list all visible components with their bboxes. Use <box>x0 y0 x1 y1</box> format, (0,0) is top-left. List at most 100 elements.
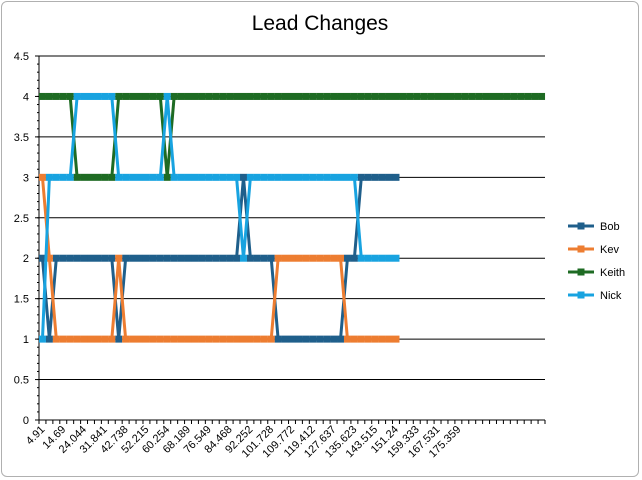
series-kev <box>38 173 400 343</box>
data-point <box>316 335 324 343</box>
data-point <box>288 254 296 262</box>
legend-item-kev: Kev <box>568 244 619 256</box>
data-point <box>343 173 351 181</box>
data-point <box>108 254 116 262</box>
legend-item-nick: Nick <box>568 290 622 302</box>
data-point <box>115 92 123 100</box>
data-point <box>156 335 164 343</box>
data-point <box>170 335 178 343</box>
data-point <box>59 254 67 262</box>
data-point <box>427 92 435 100</box>
data-point <box>295 335 303 343</box>
y-tick-label: 4.5 <box>14 51 29 63</box>
legend-marker <box>577 222 585 230</box>
data-point <box>170 173 178 181</box>
data-point <box>295 173 303 181</box>
data-point <box>295 92 303 100</box>
data-point <box>330 173 338 181</box>
data-point <box>371 92 379 100</box>
data-point <box>142 335 150 343</box>
data-point <box>538 92 546 100</box>
data-point <box>274 254 282 262</box>
data-point <box>45 92 53 100</box>
data-point <box>350 254 358 262</box>
data-point <box>129 92 137 100</box>
data-point <box>364 335 372 343</box>
data-point <box>253 173 261 181</box>
data-point <box>316 173 324 181</box>
y-tick-label: 1.5 <box>14 294 29 306</box>
data-point <box>475 92 483 100</box>
data-point <box>343 254 351 262</box>
data-point <box>191 173 199 181</box>
legend: Bob Kev Keith Nick <box>568 221 625 302</box>
data-point <box>406 92 414 100</box>
data-point <box>364 92 372 100</box>
data-point <box>510 92 518 100</box>
data-point <box>38 254 46 262</box>
data-point <box>302 254 310 262</box>
y-tick-label: 3 <box>23 172 29 184</box>
data-point <box>392 335 400 343</box>
data-point <box>371 254 379 262</box>
data-point <box>281 173 289 181</box>
data-point <box>66 92 74 100</box>
data-point <box>281 92 289 100</box>
data-point <box>177 173 185 181</box>
data-point <box>392 173 400 181</box>
data-point <box>468 92 476 100</box>
data-point <box>288 92 296 100</box>
data-point <box>163 92 171 100</box>
data-point <box>38 92 46 100</box>
data-point <box>461 92 469 100</box>
data-point <box>350 92 358 100</box>
data-point <box>122 254 130 262</box>
data-point <box>115 254 123 262</box>
data-point <box>108 92 116 100</box>
data-point <box>392 92 400 100</box>
series-keith <box>38 92 546 181</box>
data-point <box>267 335 275 343</box>
data-point <box>246 335 254 343</box>
data-point <box>337 92 345 100</box>
data-point <box>434 92 442 100</box>
data-point <box>239 335 247 343</box>
data-point <box>420 92 428 100</box>
y-tick-label: 2.5 <box>14 213 29 225</box>
data-point <box>371 173 379 181</box>
data-point <box>73 335 81 343</box>
data-point <box>226 254 234 262</box>
y-tick-label: 0.5 <box>14 375 29 387</box>
data-point <box>253 92 261 100</box>
legend-marker <box>577 268 585 276</box>
legend-marker <box>577 291 585 299</box>
data-point <box>219 254 227 262</box>
data-point <box>517 92 525 100</box>
data-point <box>87 92 95 100</box>
data-point <box>239 173 247 181</box>
data-point <box>267 173 275 181</box>
data-point <box>149 92 157 100</box>
data-point <box>357 335 365 343</box>
data-point <box>38 173 46 181</box>
data-point <box>233 173 241 181</box>
data-point <box>87 173 95 181</box>
data-point <box>337 254 345 262</box>
y-tick-label: 3.5 <box>14 132 29 144</box>
legend-label: Keith <box>600 267 625 279</box>
y-tick-label: 4 <box>23 91 29 103</box>
data-point <box>156 92 164 100</box>
data-point <box>364 254 372 262</box>
data-point <box>122 173 130 181</box>
data-point <box>239 254 247 262</box>
data-point <box>101 92 109 100</box>
data-point <box>122 335 130 343</box>
data-point <box>38 335 46 343</box>
data-point <box>302 92 310 100</box>
data-point <box>226 335 234 343</box>
data-point <box>184 335 192 343</box>
data-point <box>45 254 53 262</box>
data-point <box>295 254 303 262</box>
data-point <box>267 254 275 262</box>
data-point <box>212 254 220 262</box>
